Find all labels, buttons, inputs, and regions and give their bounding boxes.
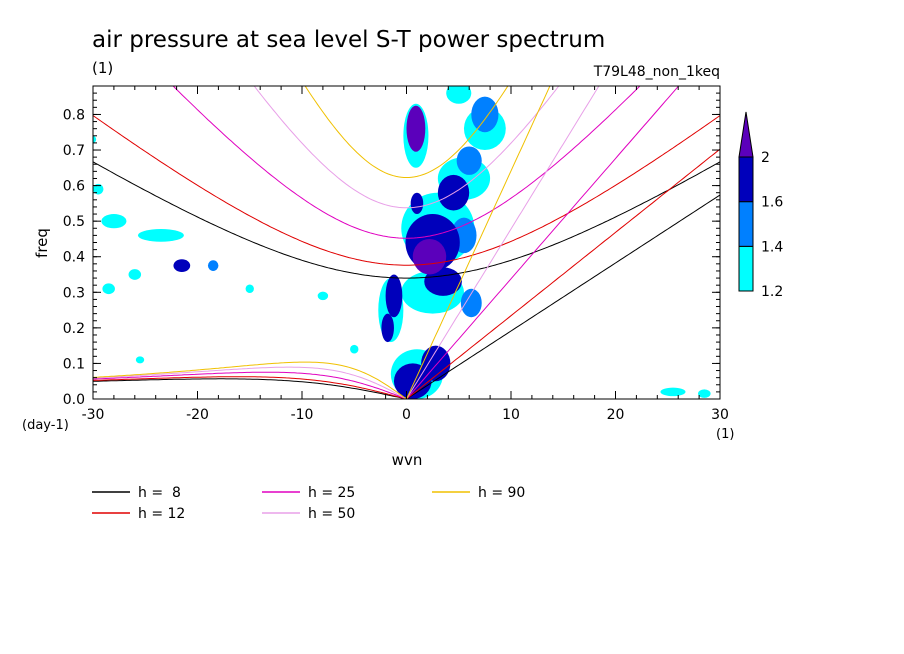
- dispersion-curve-h50-kelvin: [406, 86, 600, 399]
- y-tick-label-4: 0.4: [63, 250, 85, 266]
- legend-label-h90: h = 90: [478, 485, 525, 501]
- dispersion-curve-h50-ig: [253, 86, 560, 209]
- dispersion-curve-h8-kelvin: [406, 194, 720, 399]
- contour-fill-layer: [93, 86, 711, 399]
- contour-blob-21: [471, 96, 499, 133]
- y-tick-label-0: 0.0: [63, 392, 85, 408]
- contour-blob-34: [406, 105, 426, 152]
- dispersion-curve-h50-ros: [93, 366, 407, 399]
- dispersion-curve-h25-kelvin: [406, 86, 680, 399]
- dispersion-curve-h25-ros: [93, 371, 407, 399]
- x-tick-label-4: 10: [502, 407, 520, 423]
- legend: h = 8 h = 12 h = 25 h = 50 h = 90: [92, 485, 525, 522]
- colorbar-label-2: 1.6: [761, 195, 783, 211]
- y-tick-label-3: 0.3: [63, 285, 85, 301]
- dispersion-curve-h25-ig: [172, 86, 641, 239]
- dispersion-curve-layer: [93, 86, 720, 399]
- contour-blob-33: [173, 259, 191, 273]
- axis-ticks: -30 -20 -10 0 10 20 30 0.0 0.1 0.2 0.3 0.4 0.5 0.6 0.7…: [63, 85, 729, 423]
- y-tick-label-5: 0.5: [63, 214, 85, 230]
- contour-blob-5: [102, 283, 115, 295]
- colorbar-label-0: 1.2: [761, 284, 783, 300]
- y-axis-units: (day-1): [22, 418, 69, 433]
- y-axis-label: freq: [33, 228, 51, 258]
- dispersion-curve-h90-kelvin: [406, 86, 551, 399]
- y-tick-label-8: 0.8: [63, 107, 85, 123]
- colorbar-segment-0: [738, 245, 754, 292]
- legend-label-h8: h = 8: [138, 485, 181, 501]
- contour-blob-31: [393, 363, 432, 399]
- y-tick-label-1: 0.1: [63, 356, 85, 372]
- x-tick-label-2: -10: [291, 407, 314, 423]
- x-tick-label-0: -30: [82, 407, 105, 423]
- dispersion-curve-h8-ros: [93, 378, 407, 399]
- contour-blob-7: [317, 291, 329, 301]
- colorbar: 1.2 1.4 1.6 2: [738, 111, 783, 300]
- colorbar-label-3: 2: [761, 150, 770, 166]
- contour-blob-32: [421, 345, 451, 382]
- colorbar-arrow: [738, 111, 754, 158]
- dispersion-curve-h12-ig: [93, 115, 720, 266]
- y-tick-label-7: 0.7: [63, 143, 85, 159]
- legend-label-h25: h = 25: [308, 485, 355, 501]
- contour-blob-10: [660, 387, 686, 397]
- x-axis-units: (1): [716, 427, 734, 442]
- contour-blob-0: [137, 228, 184, 242]
- legend-label-h12: h = 12: [138, 506, 185, 522]
- contour-blob-30: [381, 313, 394, 343]
- x-axis-label: wvn: [392, 451, 423, 469]
- x-tick-label-3: 0: [402, 407, 411, 423]
- colorbar-label-1: 1.4: [761, 239, 783, 255]
- contour-blob-2: [128, 269, 142, 280]
- y-tick-label-2: 0.2: [63, 321, 85, 337]
- contour-blob-29: [385, 274, 403, 318]
- colorbar-segment-2: [738, 156, 754, 203]
- contour-blob-8: [350, 344, 359, 354]
- run-label: T79L48_non_1keq: [593, 64, 720, 80]
- contour-blob-9: [135, 356, 145, 364]
- contour-blob-24: [207, 260, 219, 271]
- dispersion-curve-h12-kelvin: [406, 148, 720, 399]
- contour-blob-3: [93, 135, 97, 144]
- y-tick-label-6: 0.6: [63, 179, 85, 195]
- contour-blob-20: [456, 146, 482, 175]
- chart-title: air pressure at sea level S-T power spec…: [92, 27, 605, 53]
- dispersion-curve-h90-ig: [304, 86, 509, 178]
- contour-blob-35: [412, 238, 447, 275]
- x-tick-label-6: 30: [711, 407, 729, 423]
- contour-blob-6: [245, 284, 254, 294]
- colorbar-segment-1: [738, 201, 754, 247]
- contour-blob-25: [410, 192, 424, 215]
- x-tick-label-1: -20: [186, 407, 209, 423]
- legend-label-h50: h = 50: [308, 506, 355, 522]
- contour-blob-11: [698, 389, 711, 398]
- contour-blob-19: [446, 86, 472, 104]
- x-tick-label-5: 20: [607, 407, 625, 423]
- title-units: (1): [92, 59, 113, 77]
- dispersion-curve-h8-ig: [93, 161, 720, 279]
- dispersion-curve-h90-ros: [93, 361, 407, 399]
- contour-blob-23: [460, 288, 482, 318]
- contour-blob-4: [93, 183, 104, 195]
- contour-blob-1: [101, 214, 127, 229]
- dispersion-curve-h12-ros: [93, 376, 407, 399]
